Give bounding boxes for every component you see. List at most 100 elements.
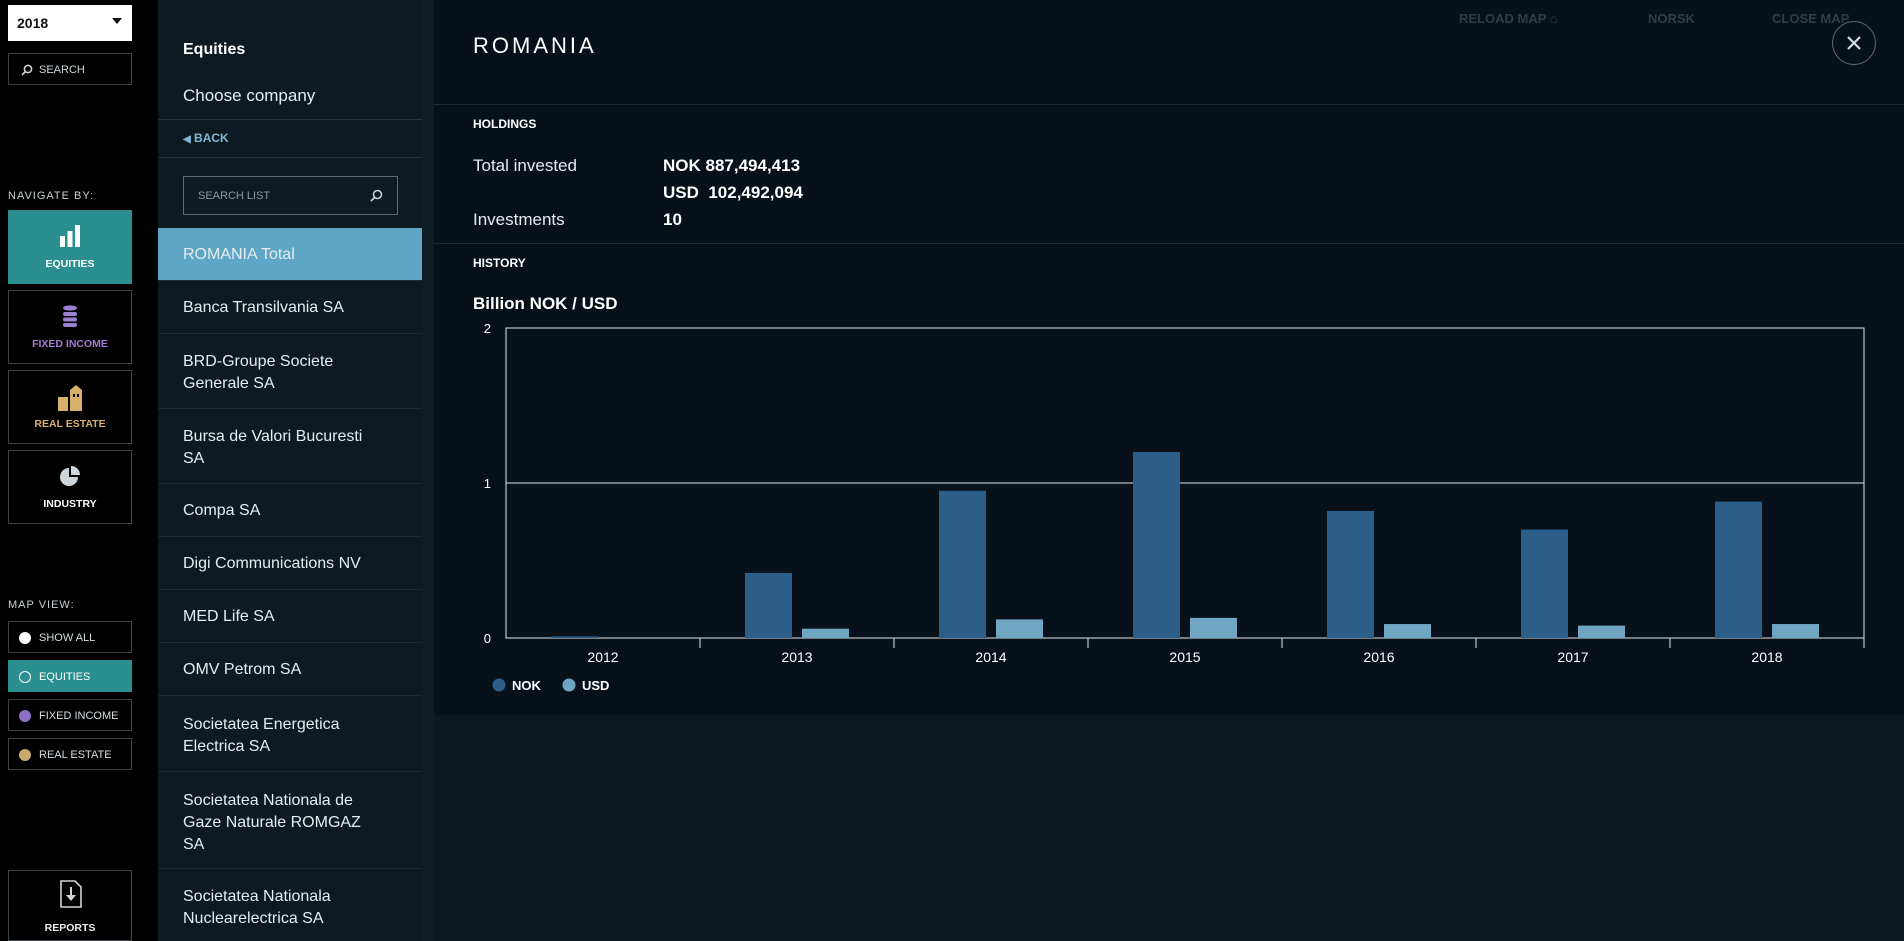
bar-usd: [1578, 625, 1625, 638]
nav-tile-label: EQUITIES: [45, 258, 95, 270]
back-label: BACK: [194, 131, 229, 145]
list-item[interactable]: Banca Transilvania SA: [158, 281, 422, 334]
list-item-label: ROMANIA Total: [183, 246, 295, 263]
list-item-label: OMV Petrom SA: [183, 661, 302, 678]
chevron-left-icon: ◀: [183, 134, 191, 145]
ring-icon: [19, 671, 31, 683]
white-dot-icon: [19, 632, 31, 644]
history-bar-chart: 0 1 2 2012 2013 2014 2015 2016 2017 2018 NOK USD: [484, 321, 1865, 693]
list-item-label: Banca Transilvania SA: [183, 299, 344, 316]
list-item[interactable]: BRD-Groupe Societe Generale SA: [158, 334, 422, 409]
map-background: [434, 715, 1904, 941]
navigate-by-heading: NAVIGATE BY:: [8, 190, 95, 202]
x-tick-label: 2014: [975, 649, 1006, 665]
divider: [158, 119, 422, 120]
list-item[interactable]: Societatea Nationala de Gaze Naturale RO…: [158, 772, 422, 869]
chevron-down-icon: [112, 18, 122, 24]
nav-tile-equities[interactable]: EQUITIES: [8, 210, 132, 284]
nav-tile-industry[interactable]: INDUSTRY: [8, 450, 132, 524]
year-select[interactable]: 2018: [8, 5, 132, 41]
bar-nok: [939, 490, 986, 638]
legend-dot-nok: [492, 678, 506, 692]
gold-dot-icon: [19, 749, 31, 761]
total-invested-nok: NOK 887,494,413: [663, 156, 801, 175]
download-document-icon: [60, 880, 82, 908]
history-heading: HISTORY: [473, 256, 526, 270]
country-detail-panel: RELOAD MAP ⌂ NORSK CLOSE MAP ROMANIA HOL…: [434, 0, 1904, 941]
bar-nok: [1521, 529, 1568, 638]
nav-tile-real-estate[interactable]: REAL ESTATE: [8, 370, 132, 444]
map-view-heading: MAP VIEW:: [8, 599, 75, 611]
panel-title: Equities: [183, 41, 246, 58]
back-link[interactable]: ◀ BACK: [183, 131, 229, 145]
nav-tile-label: INDUSTRY: [43, 498, 97, 510]
bar-usd: [1190, 617, 1237, 638]
search-button-label: SEARCH: [39, 64, 85, 76]
reload-map-button[interactable]: RELOAD MAP ⌂: [1459, 11, 1558, 26]
list-item-romania-total[interactable]: ROMANIA Total: [158, 228, 422, 281]
nav-tile-label: REAL ESTATE: [34, 418, 106, 430]
bar-nok: [551, 636, 598, 638]
language-toggle[interactable]: NORSK: [1648, 11, 1695, 26]
divider: [158, 157, 422, 158]
reports-label: REPORTS: [44, 922, 96, 934]
list-item[interactable]: Digi Communications NV: [158, 537, 422, 590]
x-tick-label: 2015: [1169, 649, 1200, 665]
x-tick-label: 2016: [1363, 649, 1394, 665]
y-tick-label: 1: [484, 476, 491, 491]
coin-stack-icon: [63, 305, 77, 327]
total-invested-usd: USD 102,492,094: [663, 183, 803, 202]
map-view-label: EQUITIES: [39, 671, 91, 683]
bar-usd: [1384, 624, 1431, 638]
legend-dot-usd: [562, 678, 576, 692]
map-view-fixed-income[interactable]: FIXED INCOME: [8, 699, 132, 731]
holdings-heading: HOLDINGS: [473, 117, 537, 131]
year-select-value: 2018: [17, 15, 49, 31]
bar-nok: [1133, 452, 1180, 638]
list-item-label: Societatea Nationala de Gaze Naturale RO…: [183, 792, 361, 853]
search-button[interactable]: SEARCH: [8, 53, 132, 85]
map-edge-strip: [422, 0, 434, 941]
list-item-label: BRD-Groupe Societe Generale SA: [183, 353, 334, 392]
list-item-label: MED Life SA: [183, 608, 275, 625]
search-icon: [370, 189, 383, 202]
list-item-label: Digi Communications NV: [183, 555, 361, 572]
x-tick-label: 2013: [781, 649, 812, 665]
list-item[interactable]: OMV Petrom SA: [158, 643, 422, 696]
choose-company-label: Choose company: [183, 86, 316, 105]
divider: [434, 104, 1904, 105]
country-title: ROMANIA: [473, 33, 597, 58]
chart-title: Billion NOK / USD: [473, 294, 618, 313]
pie-chart-icon: [60, 466, 80, 486]
list-item[interactable]: Bursa de Valori Bucuresti SA: [158, 409, 422, 484]
nav-tile-label: FIXED INCOME: [32, 338, 108, 350]
nav-tile-fixed-income[interactable]: FIXED INCOME: [8, 290, 132, 364]
search-list-placeholder: SEARCH LIST: [198, 190, 271, 202]
list-item[interactable]: Compa SA: [158, 484, 422, 537]
bar-nok: [1715, 501, 1762, 638]
close-button[interactable]: [1832, 21, 1876, 65]
search-icon: [21, 64, 33, 76]
list-item[interactable]: Societatea Nationala Nuclearelectrica SA: [158, 869, 422, 941]
map-view-show-all[interactable]: SHOW ALL: [8, 621, 132, 653]
list-item-label: Societatea Energetica Electrica SA: [183, 716, 340, 755]
list-item[interactable]: MED Life SA: [158, 590, 422, 643]
close-icon: [1847, 36, 1861, 50]
y-tick-label: 0: [484, 631, 491, 646]
close-map-button[interactable]: CLOSE MAP: [1772, 11, 1850, 26]
map-view-label: SHOW ALL: [39, 632, 96, 644]
reports-button[interactable]: REPORTS: [8, 870, 132, 941]
list-item-label: Compa SA: [183, 502, 261, 519]
bar-usd: [1772, 624, 1819, 638]
map-view-label: FIXED INCOME: [39, 710, 119, 722]
company-list-panel: Equities Choose company ◀ BACK SEARCH LI…: [158, 0, 422, 941]
list-item[interactable]: Societatea Energetica Electrica SA: [158, 696, 422, 772]
investments-label: Investments: [473, 210, 565, 229]
list-item-label: Bursa de Valori Bucuresti SA: [183, 428, 363, 467]
y-tick-label: 2: [484, 321, 491, 336]
search-list-input[interactable]: SEARCH LIST: [183, 176, 398, 215]
map-view-equities[interactable]: EQUITIES: [8, 660, 132, 692]
legend-label: USD: [582, 678, 609, 693]
reload-map-label: RELOAD MAP: [1459, 11, 1547, 26]
map-view-real-estate[interactable]: REAL ESTATE: [8, 738, 132, 770]
